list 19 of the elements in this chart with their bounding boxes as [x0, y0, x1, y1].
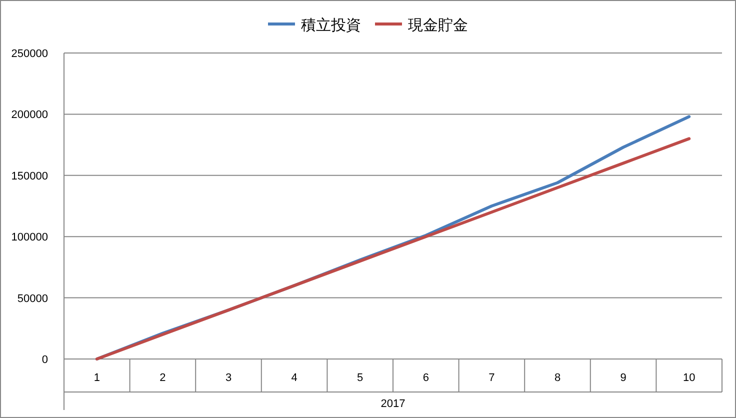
x-tick-label: 7: [488, 372, 495, 384]
x-tick-label: 10: [682, 372, 696, 384]
y-tick-label: 50000: [17, 292, 48, 305]
y-tick-label: 150000: [11, 170, 48, 182]
y-tick-label: 200000: [11, 109, 48, 122]
x-tick-label: 8: [554, 372, 561, 384]
x-tick-label: 4: [291, 372, 298, 384]
x-tick-label: 6: [422, 372, 429, 384]
x-tick-label: 3: [225, 372, 232, 384]
x-tick-label: 1: [94, 372, 100, 384]
y-tick-label: 250000: [11, 48, 48, 60]
y-tick-label: 0: [42, 354, 48, 366]
y-tick-label: 100000: [11, 232, 48, 244]
legend-label: 積立投資: [301, 17, 361, 34]
x-tick-label: 2: [160, 372, 166, 384]
x-axis-title: 2017: [380, 398, 406, 410]
x-tick-label: 5: [357, 372, 364, 384]
legend-label: 現金貯金: [408, 17, 468, 34]
x-tick-label: 9: [620, 372, 626, 384]
